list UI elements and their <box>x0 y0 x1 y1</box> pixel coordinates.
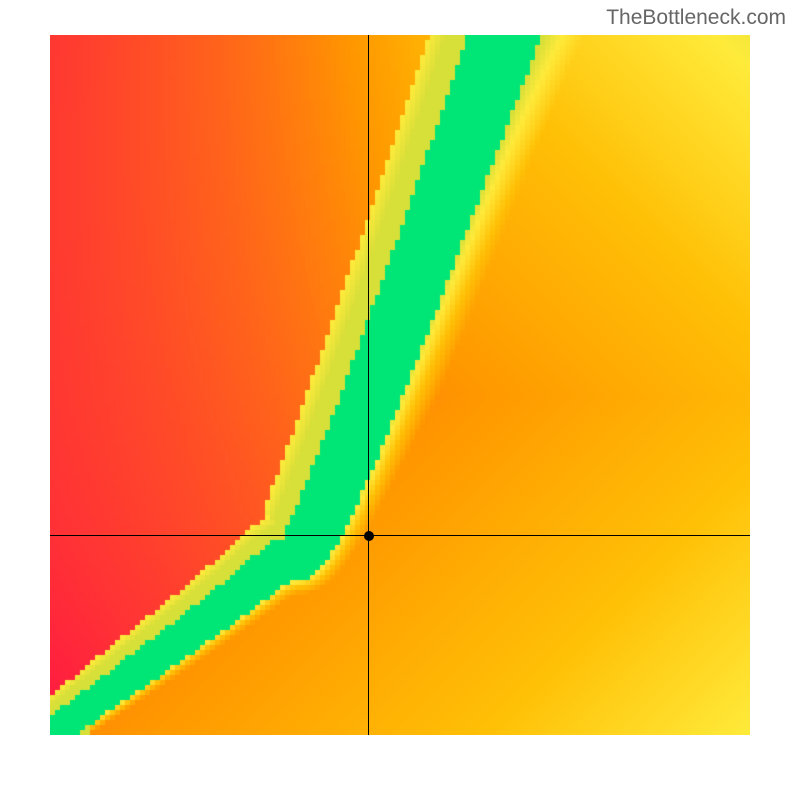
watermark-text: TheBottleneck.com <box>606 6 786 30</box>
chart-container: TheBottleneck.com <box>0 0 800 800</box>
crosshair-horizontal <box>50 535 750 536</box>
crosshair-vertical <box>368 35 369 735</box>
marker-dot <box>364 531 374 541</box>
plot-area <box>50 35 750 735</box>
heatmap-canvas <box>50 35 750 735</box>
